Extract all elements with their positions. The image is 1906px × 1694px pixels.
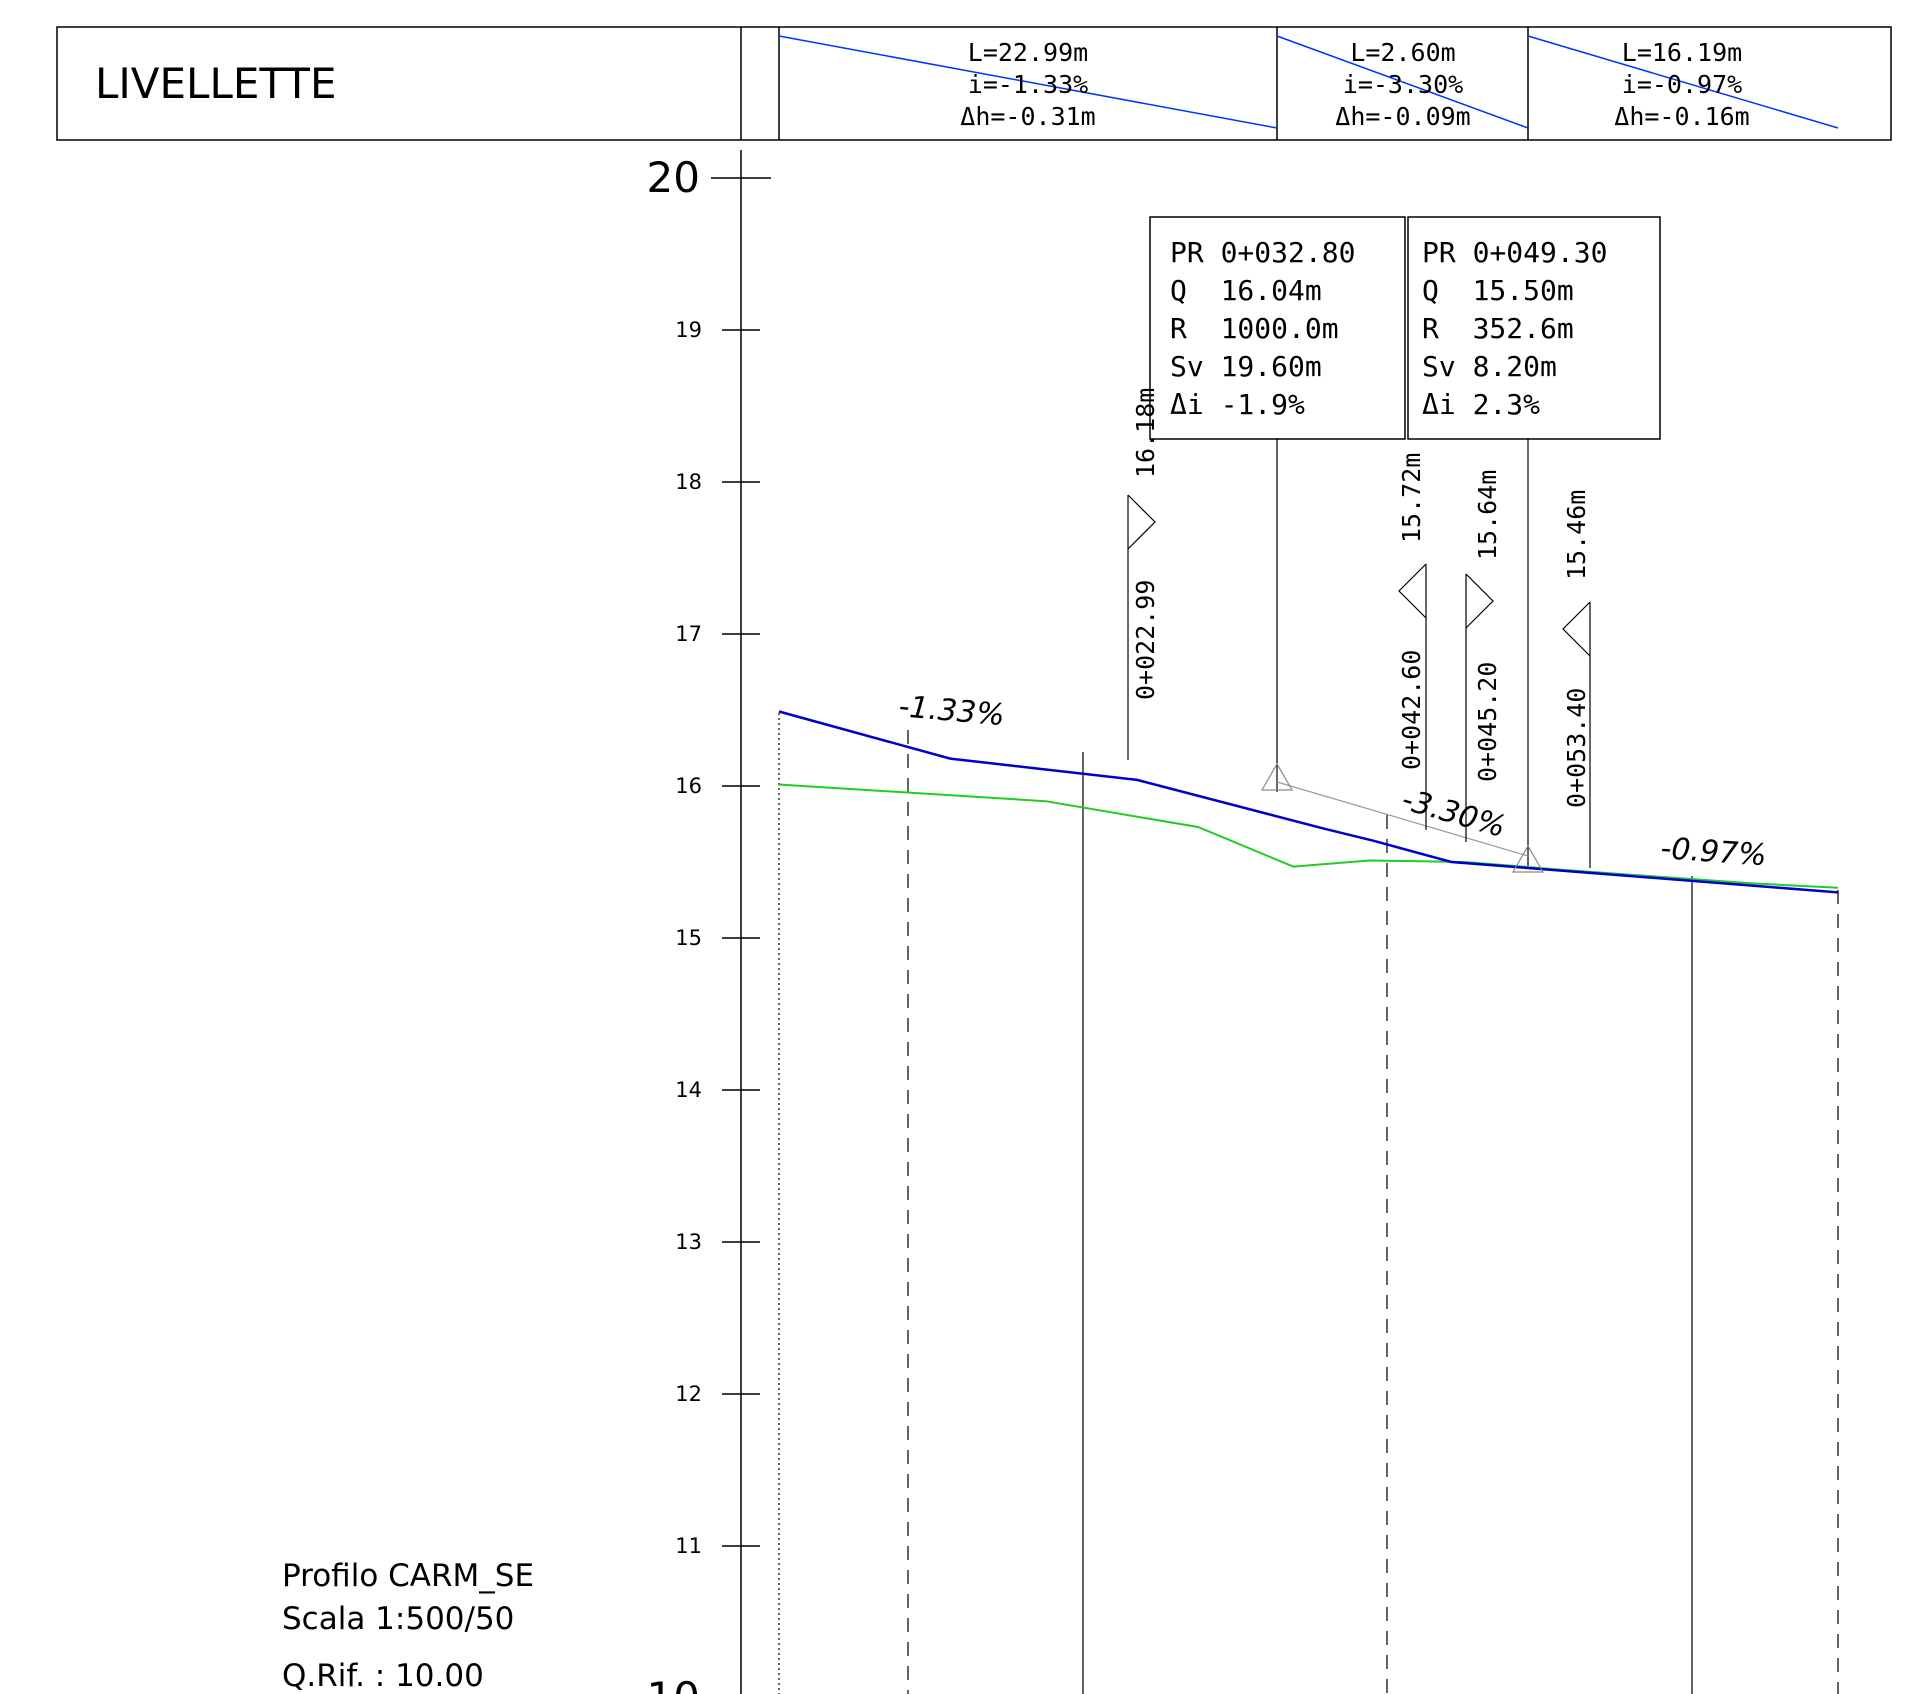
seg1-slope: i=-1.33% (968, 70, 1088, 99)
tangent-line (1276, 781, 1529, 857)
ground-profile-line (778, 783, 1839, 889)
axis-label-12: 12 (675, 1382, 702, 1406)
marker-2-elev: 15.72m (1397, 453, 1426, 543)
marker-4-station: 0+053.40 (1562, 688, 1591, 808)
marker-2-station: 0+042.60 (1397, 650, 1426, 770)
axis-label-16: 16 (675, 774, 702, 798)
axis-label-10: 10 (647, 1673, 700, 1694)
marker-4-elev: 15.46m (1562, 490, 1591, 580)
axis-label-11: 11 (675, 1534, 702, 1558)
axis-label-20: 20 (647, 153, 700, 202)
seg2-slope: i=-3.30% (1343, 70, 1463, 99)
band-title: LIVELLETTE (95, 59, 337, 108)
vc1-q: Q 16.04m (1170, 274, 1322, 307)
seg3-length: L=16.19m (1622, 38, 1742, 67)
vertex-markers (1260, 762, 1545, 873)
axis-ticks: 20 19 18 17 16 15 14 13 12 11 10 (647, 153, 771, 1694)
vc2-pr: PR 0+049.30 (1422, 236, 1607, 269)
marker-1-station: 0+022.99 (1131, 580, 1160, 700)
vc2-r: R 352.6m (1422, 312, 1574, 345)
axis-label-17: 17 (675, 622, 702, 646)
axis-label-19: 19 (675, 318, 702, 342)
seg3-slope: i=-0.97% (1622, 70, 1742, 99)
vc1-sv: Sv 19.60m (1170, 350, 1322, 383)
vc1-r: R 1000.0m (1170, 312, 1339, 345)
vc1-di: Δi -1.9% (1170, 388, 1305, 421)
scale-text: Scala 1:500/50 (282, 1601, 514, 1637)
grade-line-3 (1527, 35, 1839, 129)
vertex-triangle-2 (1511, 844, 1545, 873)
vertical-curve-box-2: PR 0+049.30 Q 15.50m R 352.6m Sv 8.20m Δ… (1407, 216, 1661, 440)
vc2-di: Δi 2.3% (1422, 388, 1540, 421)
vc2-q: Q 15.50m (1422, 274, 1574, 307)
axis-label-15: 15 (675, 926, 702, 950)
seg3-dh: Δh=-0.16m (1614, 102, 1749, 131)
marker-flag-2 (1398, 563, 1427, 619)
livellette-band: LIVELLETTE L=22.99m i=-1.33% Δh=-0.31m L… (56, 26, 1892, 141)
marker-flag-4 (1562, 601, 1591, 657)
grade-line-2 (1276, 35, 1529, 129)
marker-3-station: 0+045.20 (1473, 662, 1502, 782)
grade-line-1 (778, 35, 1278, 129)
seg2-length: L=2.60m (1350, 38, 1455, 67)
slope-label-2: -3.30% (1398, 782, 1510, 845)
marker-3-elev: 15.64m (1473, 470, 1502, 560)
axis-label-14: 14 (675, 1078, 702, 1102)
vertical-curve-box-1: PR 0+032.80 Q 16.04m R 1000.0m Sv 19.60m… (1149, 216, 1406, 440)
axis-label-18: 18 (675, 470, 702, 494)
reference-elevation: Q.Rif. : 10.00 (282, 1658, 484, 1694)
seg1-length: L=22.99m (968, 38, 1088, 67)
marker-1-elev: 16.18m (1131, 388, 1160, 478)
profile-name: Profilo CARM_SE (282, 1558, 534, 1594)
marker-lines (1127, 494, 1591, 868)
axis-label-13: 13 (675, 1230, 702, 1254)
seg1-dh: Δh=-0.31m (960, 102, 1095, 131)
marker-flag-3 (1465, 573, 1494, 629)
slope-label-3: -0.97% (1659, 831, 1767, 873)
vc2-sv: Sv 8.20m (1422, 350, 1557, 383)
marker-flag-1 (1127, 494, 1156, 550)
seg2-dh: Δh=-0.09m (1335, 102, 1470, 131)
slope-label-1: -1.33% (897, 689, 1006, 733)
vc1-pr: PR 0+032.80 (1170, 236, 1355, 269)
vertex-triangle-1 (1260, 762, 1294, 791)
station-lines (778, 438, 1839, 1694)
